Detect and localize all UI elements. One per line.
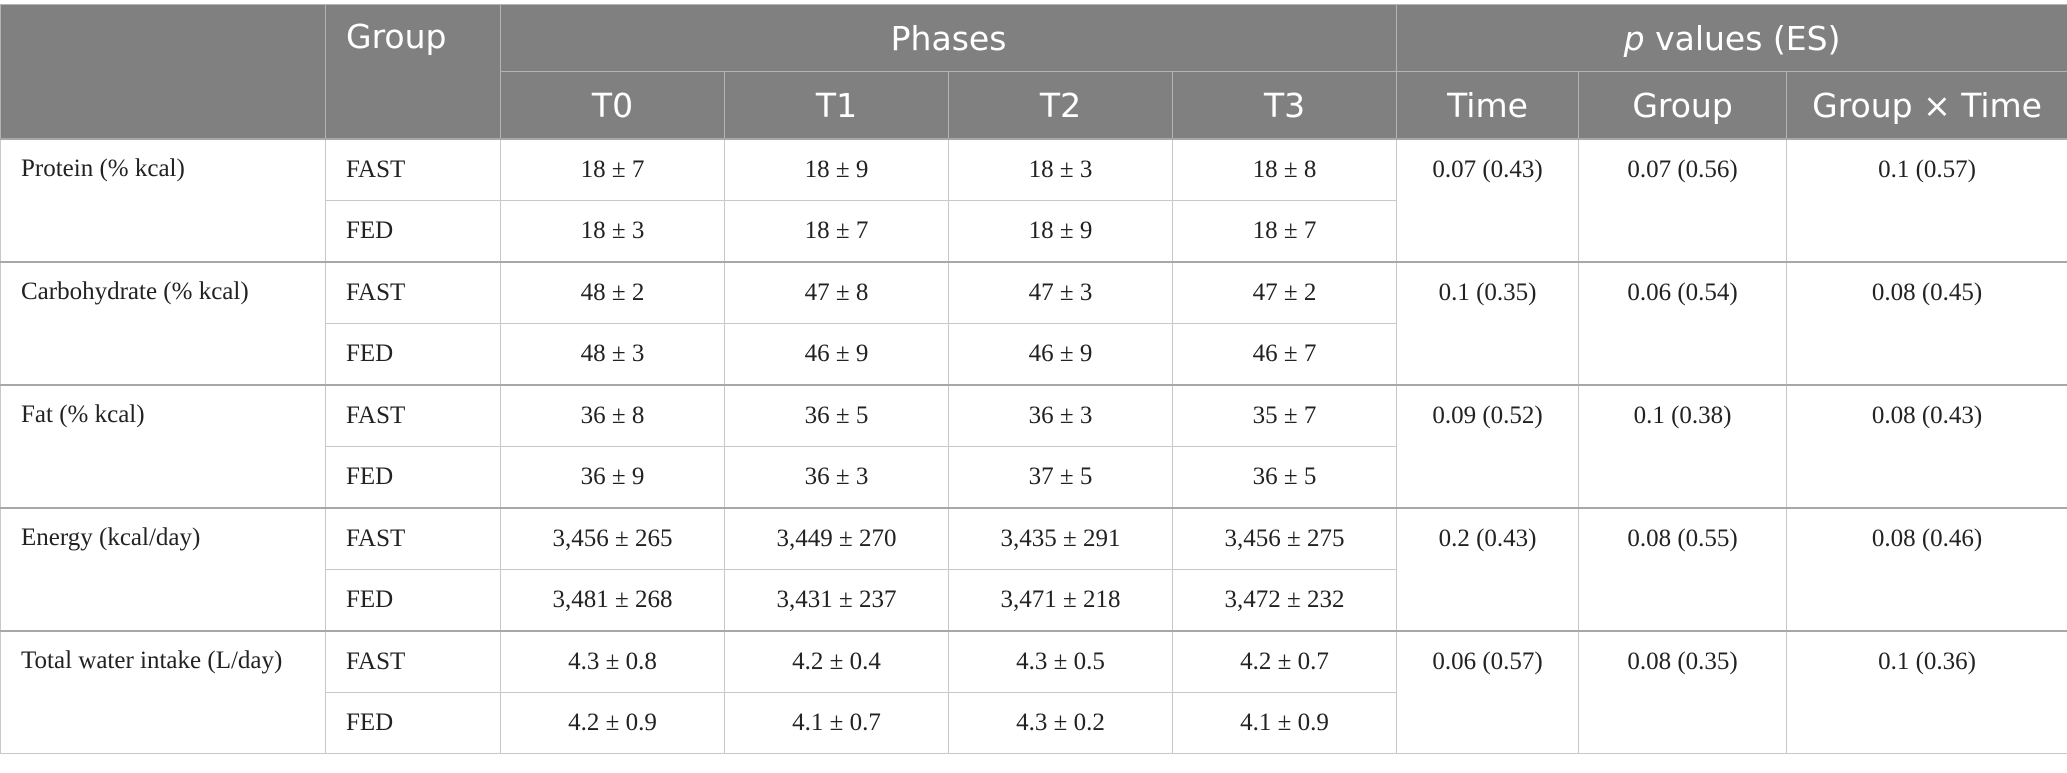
value-cell: 4.1 ± 0.9 (1171, 692, 1398, 754)
group-cell-fed: FED (325, 569, 501, 632)
p-value-cell: 0.08 (0.43) (1786, 384, 2067, 509)
value-cell: 18 ± 8 (1171, 138, 1398, 201)
group-cell-fast: FAST (325, 384, 501, 447)
value-cell: 47 ± 2 (1171, 261, 1398, 324)
value-cell: 36 ± 3 (724, 446, 949, 509)
p-header-group: Group (1578, 71, 1788, 140)
value-cell: 4.2 ± 0.9 (500, 692, 725, 754)
p-value-cell: 0.08 (0.55) (1578, 507, 1788, 632)
table-row: Fat (% kcal) FAST 36 ± 8 36 ± 5 36 ± 3 35 ± 7… (0, 384, 2067, 509)
value-cell: 18 ± 3 (500, 200, 725, 263)
value-cell: 3,456 ± 265 (500, 507, 725, 570)
group-cell-fast: FAST (325, 630, 501, 693)
table-row: Protein (% kcal) FAST 18 ± 7 18 ± 9 18 ± 3 18… (0, 138, 2067, 263)
value-cell: 48 ± 2 (500, 261, 725, 324)
value-cell: 4.2 ± 0.4 (724, 630, 949, 693)
value-cell: 3,472 ± 232 (1171, 569, 1398, 632)
table-row: Carbohydrate (% kcal) FAST 48 ± 2 47 ± 8 47 … (0, 261, 2067, 386)
value-cell: 18 ± 7 (724, 200, 949, 263)
value-cell: 4.3 ± 0.5 (948, 630, 1173, 693)
value-cell: 46 ± 9 (724, 323, 949, 386)
phase-header-t3: T3 (1171, 71, 1398, 140)
p-value-cell: 0.06 (0.57) (1396, 630, 1580, 754)
phase-header-t1: T1 (724, 71, 949, 140)
p-value-cell: 0.2 (0.43) (1396, 507, 1580, 632)
table-row: Total water intake (L/day) FAST 4.3 ± 0.8 4… (0, 630, 2067, 754)
corner-header (0, 4, 326, 140)
value-cell: 47 ± 3 (948, 261, 1173, 324)
p-value-cell: 0.07 (0.56) (1578, 138, 1788, 263)
p-value-cell: 0.1 (0.57) (1786, 138, 2067, 263)
table-body: Protein (% kcal) FAST 18 ± 7 18 ± 9 18 ± 3 18… (0, 138, 2067, 754)
group-cell-fed: FED (325, 200, 501, 263)
table-row: FED 48 ± 3 46 ± 9 46 ± 9 46 ± 7 (1, 323, 2067, 386)
value-cell: 3,481 ± 268 (500, 569, 725, 632)
pvalues-header: p values (ES) (1396, 4, 2067, 72)
value-cell: 3,449 ± 270 (724, 507, 949, 570)
group-cell-fed: FED (325, 323, 501, 386)
p-value-cell: 0.08 (0.35) (1578, 630, 1788, 754)
value-cell: 18 ± 7 (500, 138, 725, 201)
group-cell-fast: FAST (325, 261, 501, 324)
header-row-top: Group Phases p values (ES) (0, 4, 2067, 140)
variable-label: Carbohydrate (% kcal) (0, 261, 326, 386)
variable-label: Protein (% kcal) (0, 138, 326, 263)
value-cell: 3,435 ± 291 (948, 507, 1173, 570)
phase-header-t0: T0 (500, 71, 725, 140)
value-cell: 3,431 ± 237 (724, 569, 949, 632)
p-value-cell: 0.09 (0.52) (1396, 384, 1580, 509)
p-value-cell: 0.1 (0.35) (1396, 261, 1580, 386)
data-table: Group Phases p values (ES) T0 T1 T2 T3 T… (0, 4, 2067, 754)
value-cell: 36 ± 5 (724, 384, 949, 447)
group-cell-fast: FAST (325, 138, 501, 201)
table-row: FED 4.2 ± 0.9 4.1 ± 0.7 4.3 ± 0.2 4.1 ± 0.9 (1, 692, 2067, 754)
value-cell: 47 ± 8 (724, 261, 949, 324)
group-cell-fed: FED (325, 446, 501, 509)
value-cell: 18 ± 3 (948, 138, 1173, 201)
table-row: FED 18 ± 3 18 ± 7 18 ± 9 18 ± 7 (1, 200, 2067, 263)
value-cell: 35 ± 7 (1171, 384, 1398, 447)
value-cell: 4.1 ± 0.7 (724, 692, 949, 754)
value-cell: 4.3 ± 0.2 (948, 692, 1173, 754)
group-cell-fast: FAST (325, 507, 501, 570)
value-cell: 36 ± 5 (1171, 446, 1398, 509)
variable-label: Energy (kcal/day) (0, 507, 326, 632)
p-value-cell: 0.06 (0.54) (1578, 261, 1788, 386)
phase-header-t2: T2 (948, 71, 1173, 140)
value-cell: 18 ± 9 (724, 138, 949, 201)
p-value-cell: 0.07 (0.43) (1396, 138, 1580, 263)
value-cell: 36 ± 3 (948, 384, 1173, 447)
value-cell: 4.2 ± 0.7 (1171, 630, 1398, 693)
table-row: FED 36 ± 9 36 ± 3 37 ± 5 36 ± 5 (1, 446, 2067, 509)
p-value-cell: 0.1 (0.38) (1578, 384, 1788, 509)
table-row: Energy (kcal/day) FAST 3,456 ± 265 3,449 ± … (0, 507, 2067, 632)
value-cell: 37 ± 5 (948, 446, 1173, 509)
value-cell: 46 ± 7 (1171, 323, 1398, 386)
value-cell: 3,456 ± 275 (1171, 507, 1398, 570)
p-header-group-time: Group × Time (1786, 71, 2067, 140)
value-cell: 4.3 ± 0.8 (500, 630, 725, 693)
phases-header: Phases (499, 4, 1398, 72)
value-cell: 3,471 ± 218 (948, 569, 1173, 632)
p-value-cell: 0.08 (0.45) (1786, 261, 2067, 386)
variable-label: Fat (% kcal) (0, 384, 326, 509)
value-cell: 18 ± 9 (948, 200, 1173, 263)
pvalues-header-italic: p (1623, 18, 1645, 58)
value-cell: 36 ± 9 (500, 446, 725, 509)
p-header-time: Time (1396, 71, 1580, 140)
value-cell: 48 ± 3 (500, 323, 725, 386)
pvalues-header-rest: values (ES) (1644, 18, 1841, 58)
p-value-cell: 0.08 (0.46) (1786, 507, 2067, 632)
variable-label: Total water intake (L/day) (0, 630, 326, 754)
p-value-cell: 0.1 (0.36) (1786, 630, 2067, 754)
table-row: FED 3,481 ± 268 3,431 ± 237 3,471 ± 218 3,47… (1, 569, 2067, 632)
group-cell-fed: FED (325, 692, 501, 754)
group-header: Group (325, 4, 501, 140)
value-cell: 18 ± 7 (1171, 200, 1398, 263)
value-cell: 46 ± 9 (948, 323, 1173, 386)
value-cell: 36 ± 8 (500, 384, 725, 447)
header-row-bottom: T0 T1 T2 T3 Time Group Group × Time (1, 71, 2067, 140)
